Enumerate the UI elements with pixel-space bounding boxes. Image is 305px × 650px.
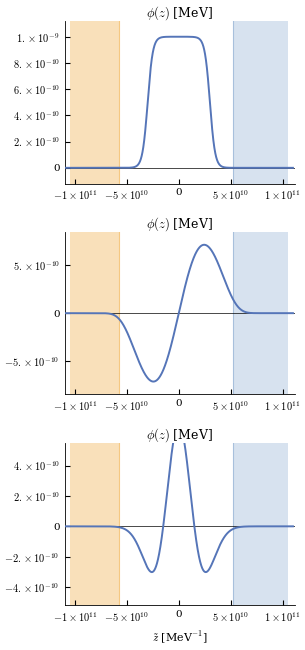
Bar (70, 21, 119, 183)
Bar (233, 443, 288, 605)
Bar (70, 443, 119, 605)
Title: $\phi(z)$ [MeV]: $\phi(z)$ [MeV] (146, 426, 213, 444)
Bar (70, 232, 119, 395)
X-axis label: $\tilde{z}$ [MeV$^{-1}$]: $\tilde{z}$ [MeV$^{-1}$] (152, 629, 208, 645)
Title: $\phi(z)$ [MeV]: $\phi(z)$ [MeV] (146, 215, 213, 233)
Title: $\phi(z)$ [MeV]: $\phi(z)$ [MeV] (146, 5, 213, 22)
Bar (233, 21, 288, 183)
Bar (233, 232, 288, 395)
